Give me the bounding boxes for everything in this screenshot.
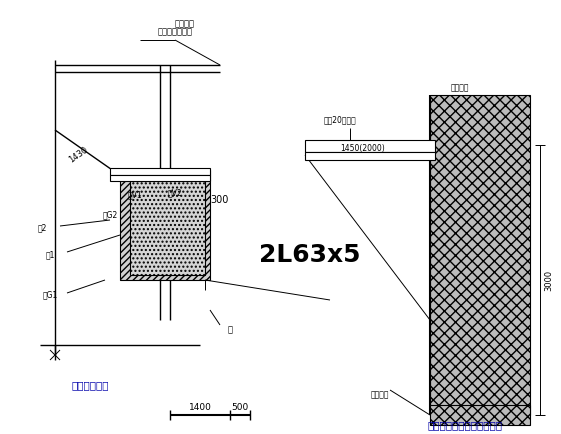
Text: 架V1: 架V1 xyxy=(128,191,142,200)
Text: 500: 500 xyxy=(231,404,249,412)
Text: 截面20以上梁: 截面20以上梁 xyxy=(324,115,356,125)
Text: 1450(2000): 1450(2000) xyxy=(341,144,385,152)
Text: 锚1: 锚1 xyxy=(45,250,54,260)
Text: 300: 300 xyxy=(211,195,229,205)
Text: 架G2: 架G2 xyxy=(102,210,118,220)
Text: 锚2: 锚2 xyxy=(38,224,47,233)
Bar xyxy=(110,168,210,175)
Text: 架G1: 架G1 xyxy=(43,290,58,299)
Text: 1430: 1430 xyxy=(67,145,89,165)
Text: 垫板钢筋: 垫板钢筋 xyxy=(450,83,469,92)
Bar xyxy=(110,175,210,181)
Text: 结构设图: 结构设图 xyxy=(175,20,195,29)
Text: 阳角部位详图: 阳角部位详图 xyxy=(71,380,109,390)
Text: 锚: 锚 xyxy=(228,326,232,335)
Bar xyxy=(305,152,435,160)
Bar xyxy=(430,95,530,415)
Bar xyxy=(120,170,210,280)
Bar xyxy=(305,140,435,152)
Text: 2L63x5: 2L63x5 xyxy=(259,243,361,267)
Text: 架V2: 架V2 xyxy=(168,188,182,197)
Text: 1400: 1400 xyxy=(188,404,211,412)
Text: 3000: 3000 xyxy=(545,270,554,290)
Bar xyxy=(130,180,205,275)
Text: 阳角及剪力墙部位支撑详图: 阳角及剪力墙部位支撑详图 xyxy=(427,420,503,430)
Text: 生根做法: 生根做法 xyxy=(371,391,389,400)
Text: 及格工字钢详见: 及格工字钢详见 xyxy=(158,27,192,36)
Bar xyxy=(430,405,530,425)
